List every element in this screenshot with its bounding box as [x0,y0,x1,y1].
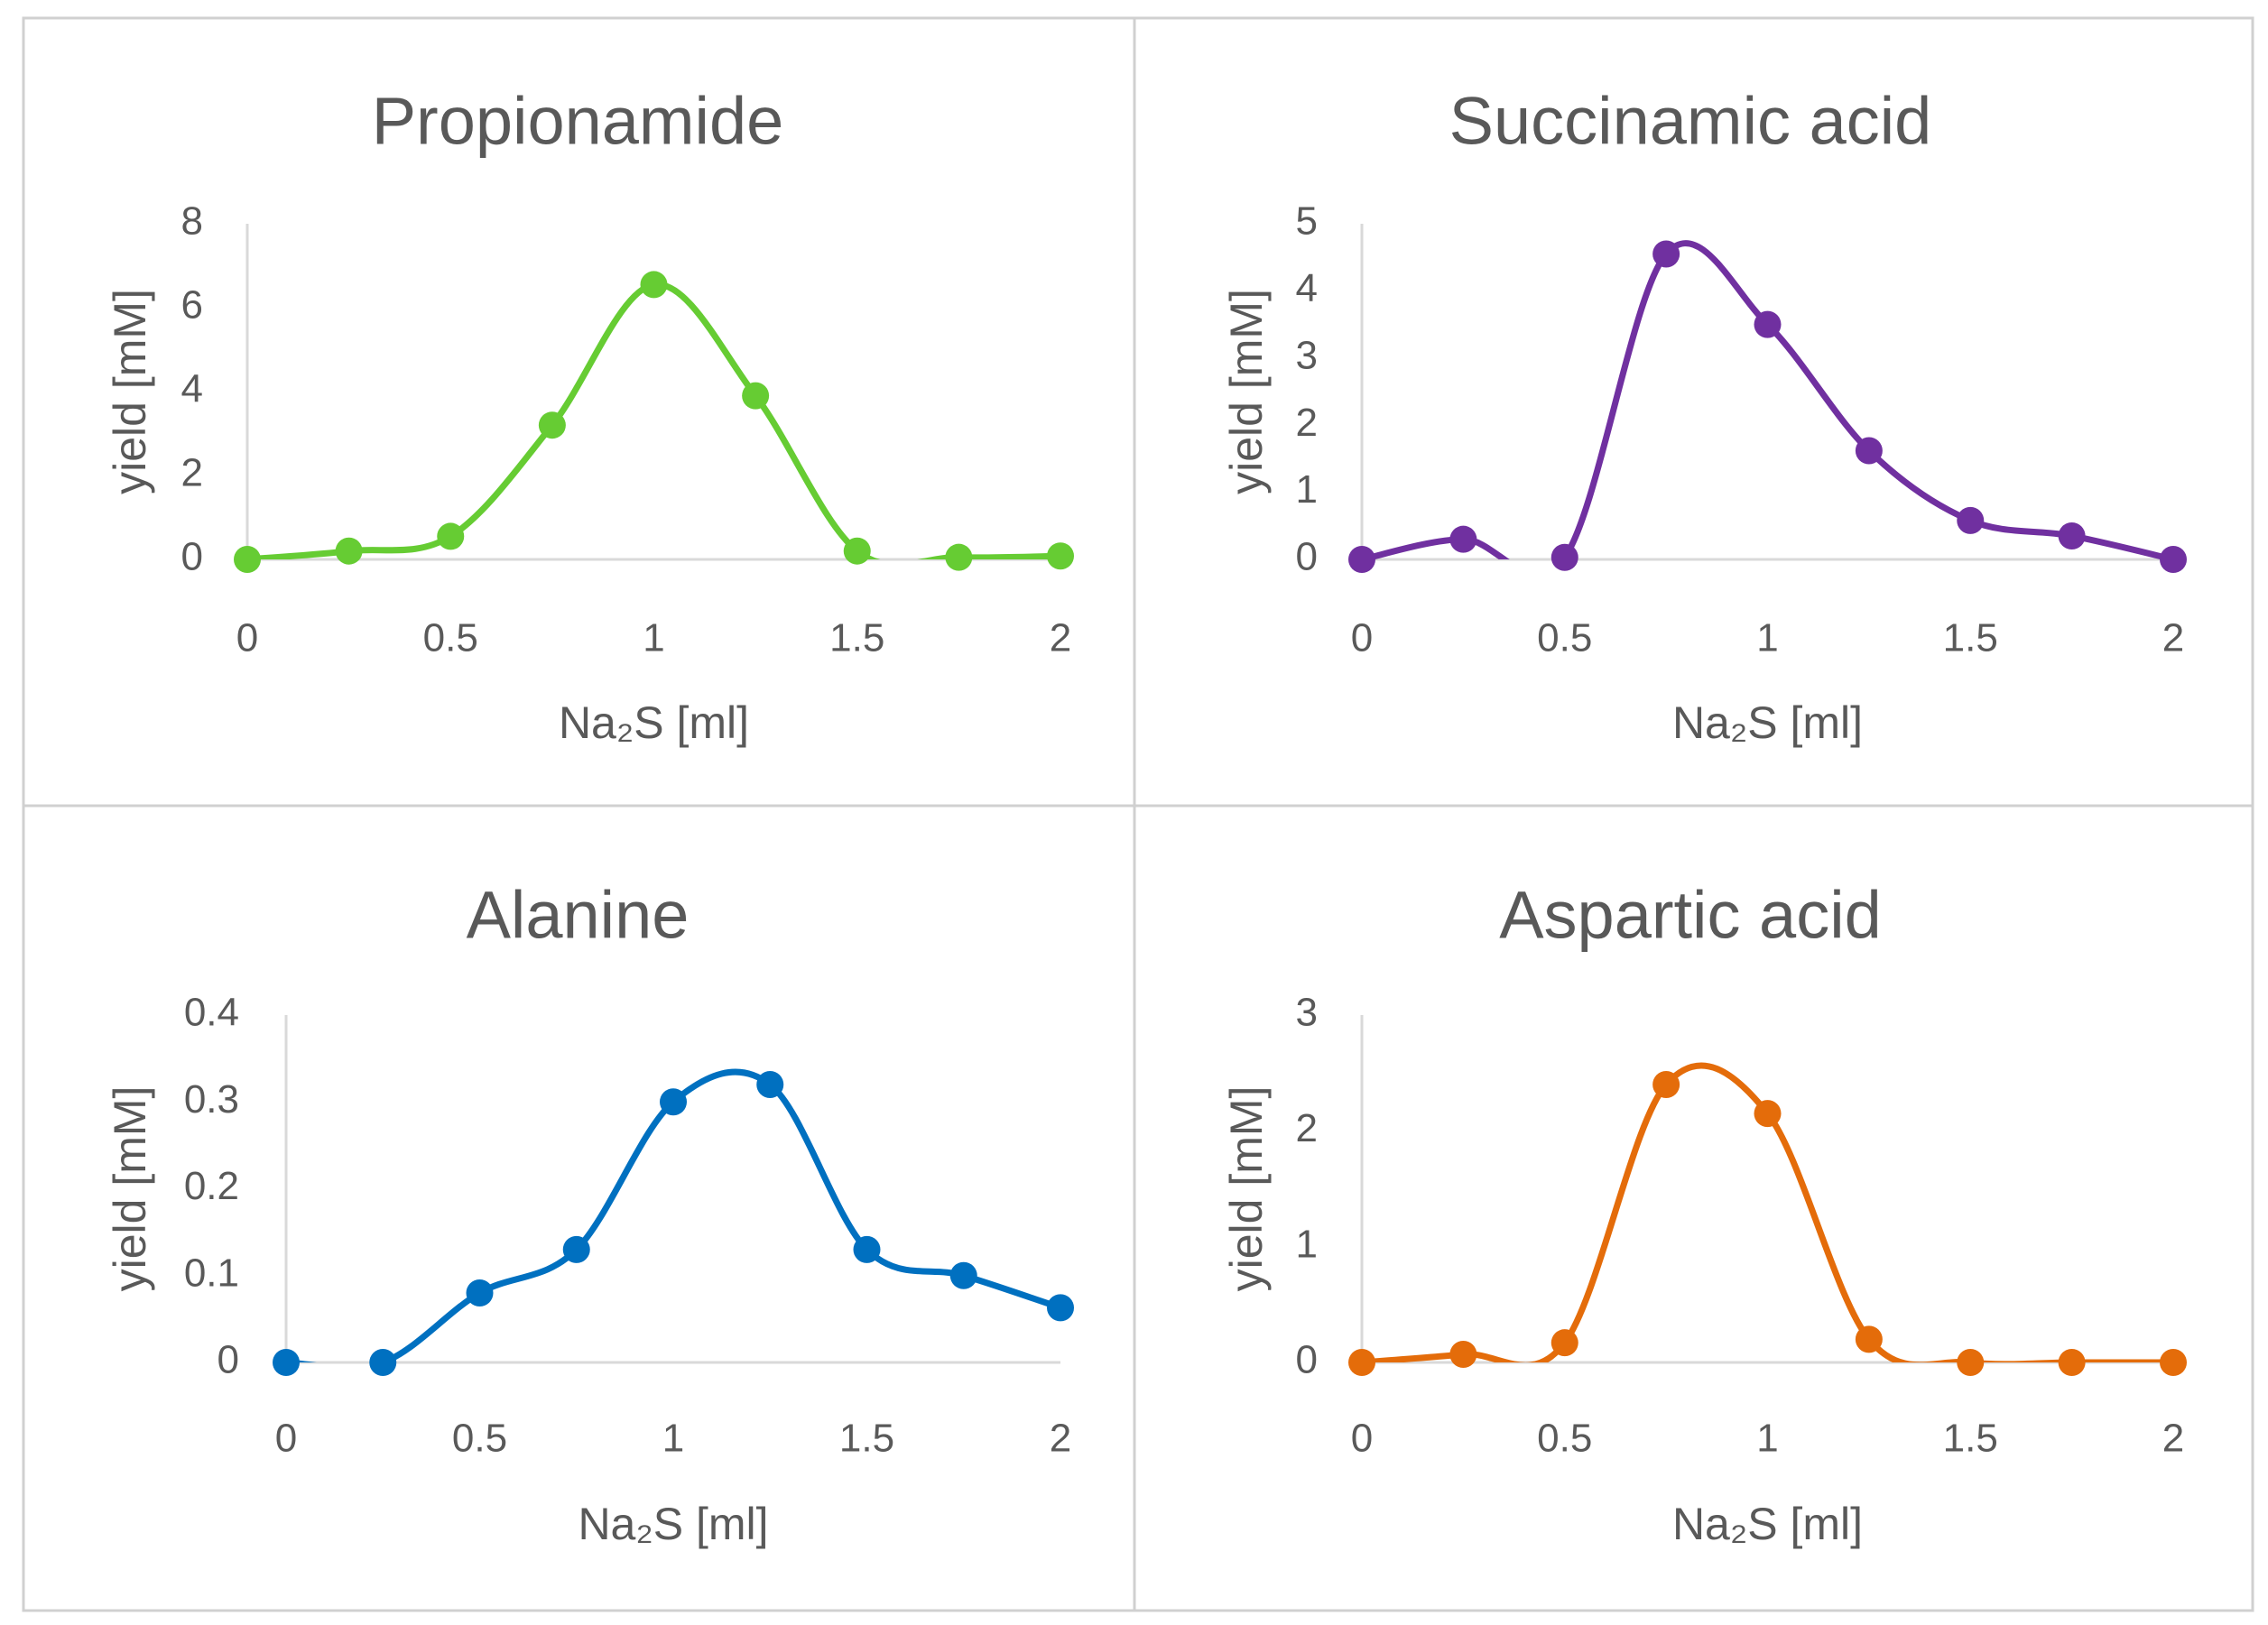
y-tick-label: 1 [1296,467,1318,512]
chart-panel-4: Aspartic acid 0 1 2 3 0 0.5 1 1.5 2 Na₂S [ml] yield… [1221,878,2187,1549]
figure-border [22,16,2254,1612]
series-line [1358,240,2177,559]
y-axis-label: yield [mM] [105,1086,155,1292]
x-tick-label: 1.5 [829,616,884,660]
data-point [949,1261,977,1289]
x-tick-label: 0.5 [452,1417,507,1461]
x-axis-label: Na₂S [ml] [1672,697,1863,748]
x-tick-label: 0 [1351,616,1373,660]
data-point [466,1279,494,1306]
x-tick-label: 2 [2162,1417,2184,1461]
data-point [538,411,566,439]
x-tick-label: 2 [1050,1417,1071,1461]
chart-title: Succinamic acid [1449,84,1932,159]
y-tick-label: 3 [1296,991,1318,1035]
data-point [1047,542,1074,570]
x-tick-label: 0 [236,616,258,660]
y-tick-label: 0 [218,1338,239,1382]
data-point [335,537,363,565]
y-tick-label: 8 [181,199,203,244]
data-point [1348,1349,1375,1376]
data-point [1551,1329,1578,1357]
x-tick-label: 2 [1050,616,1071,660]
x-tick-label: 0 [275,1417,297,1461]
y-tick-label: 2 [1296,1106,1318,1150]
data-point [945,543,973,571]
x-tick-label: 1 [643,616,664,660]
chart-panel-3: Alanine 0 0.1 0.2 0.3 0.4 0 0.5 1 1.5 2 Na₂S [ml] yi… [105,878,1074,1549]
data-point [1855,1325,1883,1353]
y-tick-label: 5 [1296,199,1318,244]
data-point [1652,1071,1680,1098]
y-tick-label: 2 [1296,401,1318,445]
y-tick-label: 3 [1296,333,1318,377]
data-point [742,382,770,410]
y-axis-label: yield [mM] [1221,289,1272,494]
data-point [853,1235,881,1263]
data-point [1449,1341,1477,1369]
data-point [437,522,465,550]
x-tick-label: 0 [1351,1417,1373,1461]
data-point [1551,543,1578,571]
y-tick-label: 0.3 [184,1077,239,1122]
data-point [2160,546,2187,573]
data-point [369,1349,397,1376]
chart-title: Alanine [467,878,690,953]
x-axis-label: Na₂S [ml] [1672,1499,1863,1549]
chart-title: Aspartic acid [1499,878,1882,953]
y-tick-label: 4 [181,367,203,411]
x-tick-label: 0.5 [1537,616,1592,660]
y-axis-label: yield [mM] [1221,1086,1272,1292]
data-point [1047,1294,1074,1322]
data-point [234,546,261,573]
data-point [1754,310,1782,338]
data-point [273,1349,300,1376]
series-line [282,1068,1064,1362]
data-point [640,271,668,299]
x-tick-label: 1 [662,1417,684,1461]
x-tick-label: 0.5 [423,616,478,660]
x-axis-label: Na₂S [ml] [559,697,749,748]
data-point [1957,506,1985,534]
data-point [660,1088,687,1116]
y-tick-label: 0 [1296,535,1318,579]
x-tick-label: 1.5 [1943,1417,1998,1461]
data-point [562,1235,590,1263]
y-tick-label: 0.2 [184,1164,239,1208]
y-tick-label: 1 [1296,1222,1318,1266]
data-point [2058,1349,2086,1376]
x-tick-label: 0.5 [1537,1417,1592,1461]
x-tick-label: 1.5 [839,1417,894,1461]
y-tick-label: 0.1 [184,1251,239,1295]
chart-panel-1: Propionamide 0 2 4 6 8 0 0.5 1 1.5 2 Na₂S [ml] yield… [105,84,1074,748]
data-point [2058,522,2086,549]
data-point [1957,1349,1985,1376]
data-point [843,537,871,565]
x-tick-label: 1 [1756,616,1778,660]
data-point [1348,546,1375,573]
data-point [1652,240,1680,268]
series-line [244,281,1064,559]
y-tick-label: 0 [181,535,203,579]
x-tick-label: 1 [1756,1417,1778,1461]
data-point [1449,525,1477,553]
y-axis-label: yield [mM] [105,289,155,494]
chart-title: Propionamide [372,84,784,159]
y-tick-label: 6 [181,283,203,328]
data-point [2160,1349,2187,1376]
x-axis-label: Na₂S [ml] [578,1499,768,1549]
y-tick-label: 0 [1296,1338,1318,1382]
y-tick-label: 2 [181,451,203,495]
x-tick-label: 1.5 [1943,616,1998,660]
y-tick-label: 0.4 [184,991,239,1035]
x-tick-label: 2 [2162,616,2184,660]
data-point [1754,1100,1782,1128]
y-tick-label: 4 [1296,266,1318,310]
data-point [1855,437,1883,465]
chart-panel-2: Succinamic acid 0 1 2 3 4 5 0 0.5 1 1.5 2 Na₂S [ml] y… [1221,84,2187,748]
data-point [756,1071,784,1098]
